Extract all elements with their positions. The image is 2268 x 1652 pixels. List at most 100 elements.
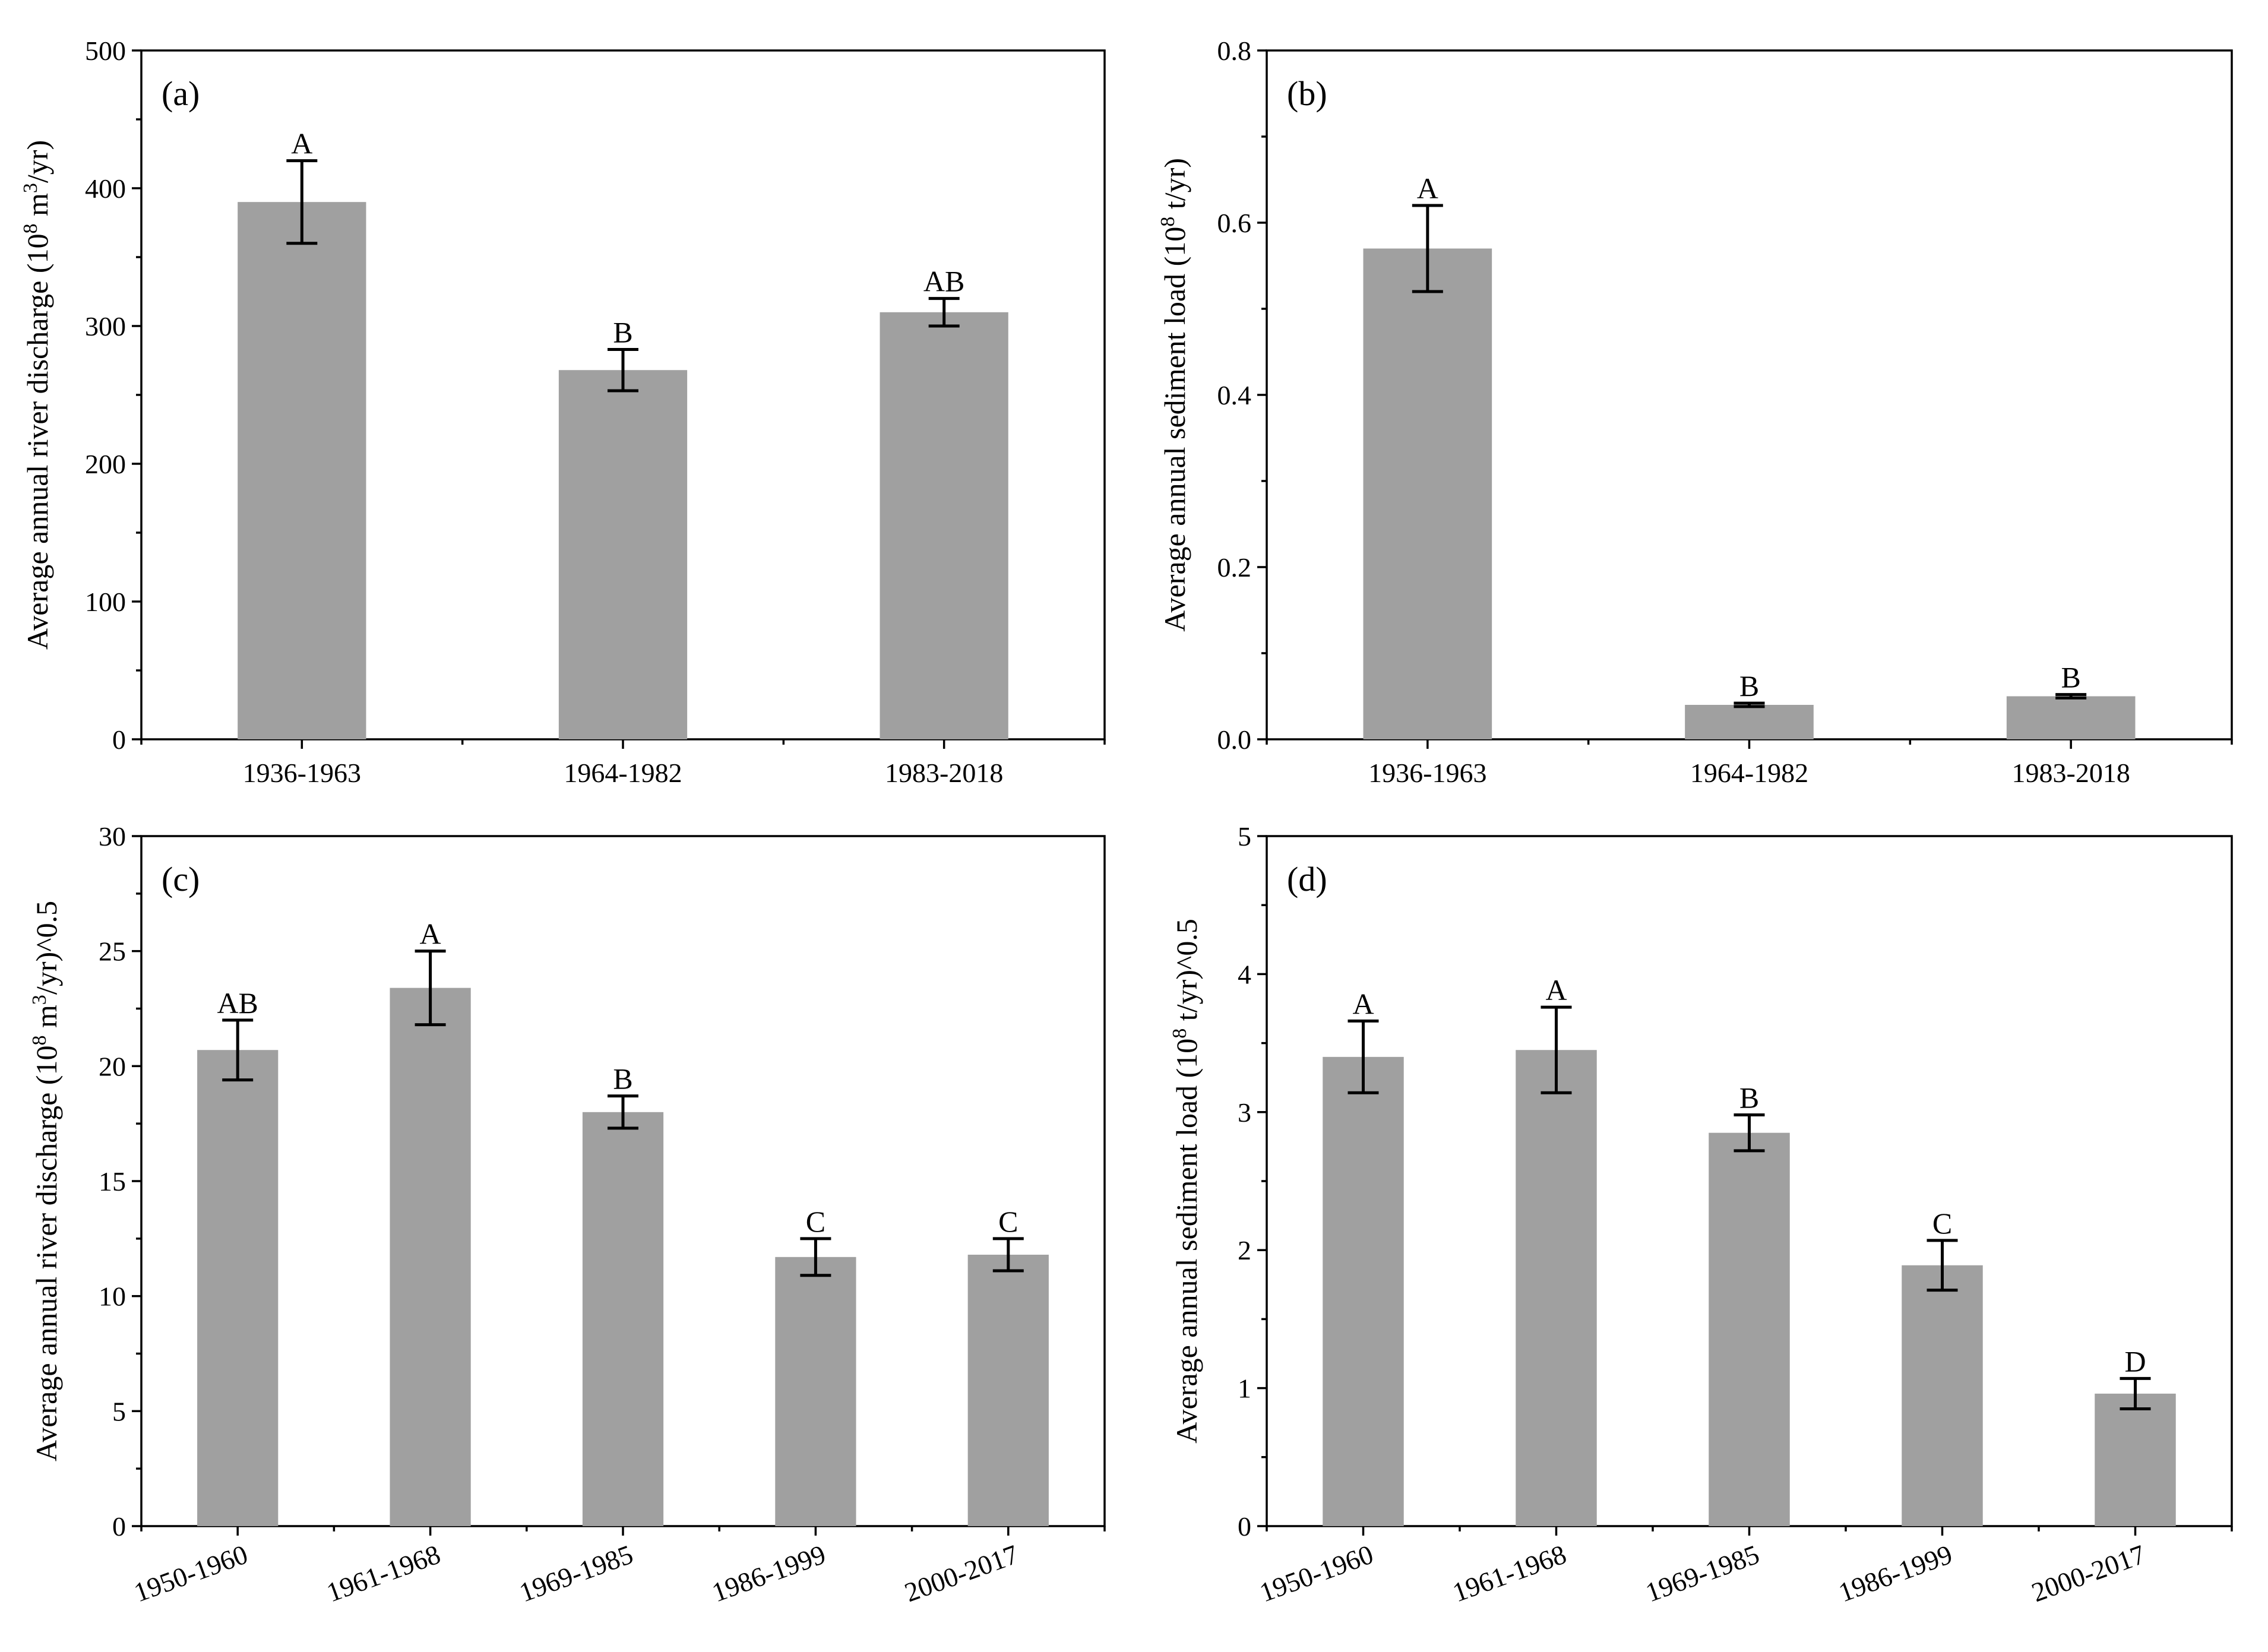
- x-tick-label: 1983-2018: [885, 758, 1003, 788]
- y-tick-label: 500: [85, 36, 126, 66]
- y-axis-title-part: m: [30, 1005, 63, 1036]
- y-axis-title-part: /yr)^0.5: [30, 901, 63, 995]
- y-axis-title-superscript: 8: [29, 1035, 50, 1045]
- y-tick-label: 100: [85, 587, 126, 617]
- y-axis-title-part: m: [21, 193, 54, 224]
- panel-label: (d): [1287, 860, 1327, 898]
- y-tick-label: 0.2: [1217, 552, 1252, 583]
- bar-1983-2018: [2006, 696, 2136, 739]
- y-tick-label: 300: [85, 311, 126, 341]
- y-tick-label: 1: [1238, 1373, 1251, 1404]
- panel-label: (b): [1287, 74, 1327, 113]
- bar-1986-1999: [775, 1257, 856, 1526]
- significance-label: A: [1545, 973, 1567, 1007]
- y-axis-title: Average annual river discharge (108 m3/y…: [20, 140, 54, 650]
- significance-label: A: [420, 917, 441, 951]
- x-tick-label: 1950-1960: [130, 1539, 252, 1607]
- x-tick-label: 1986-1999: [708, 1539, 830, 1607]
- y-tick-label: 2: [1238, 1235, 1251, 1265]
- y-axis-title-superscript: 8: [1157, 217, 1179, 227]
- y-tick-label: 3: [1238, 1097, 1251, 1128]
- significance-label: AB: [217, 986, 258, 1020]
- significance-label: AB: [923, 265, 964, 298]
- y-tick-label: 400: [85, 173, 126, 204]
- x-tick-label: 1969-1985: [1641, 1539, 1763, 1607]
- y-tick-label: 0: [112, 1511, 126, 1542]
- y-tick-label: 0: [112, 724, 126, 755]
- significance-label: A: [1352, 987, 1374, 1020]
- y-axis-title-superscript: 3: [29, 995, 50, 1005]
- y-tick-label: 20: [99, 1051, 126, 1081]
- bar-1950-1960: [1323, 1056, 1404, 1526]
- y-axis-title-part: Average annual sediment load (10: [1158, 227, 1191, 632]
- y-axis-title-superscript: 8: [20, 223, 42, 233]
- x-tick-label: 2000-2017: [900, 1539, 1022, 1607]
- y-axis-title: Average annual sediment load (108 t/yr)^…: [1169, 919, 1203, 1444]
- y-axis-title-part: Average annual river discharge (10: [21, 233, 54, 650]
- y-axis-title-superscript: 3: [20, 183, 42, 193]
- y-axis-title-part: t/yr)^0.5: [1170, 919, 1203, 1028]
- x-tick-label: 1983-2018: [2012, 758, 2130, 788]
- bar-1936-1963: [238, 202, 366, 739]
- x-tick-label: 1961-1968: [322, 1539, 444, 1607]
- y-axis-title-part: /yr): [21, 140, 54, 183]
- y-axis-title-part: Average annual river discharge (10: [30, 1045, 63, 1461]
- bar-1964-1982: [1685, 705, 1814, 739]
- y-tick-label: 0.6: [1217, 208, 1252, 238]
- bar-2000-2017: [967, 1254, 1049, 1526]
- x-tick-label: 1969-1985: [515, 1539, 637, 1607]
- y-tick-label: 5: [112, 1396, 126, 1426]
- x-tick-label: 2000-2017: [2027, 1539, 2149, 1607]
- significance-label: A: [1417, 172, 1438, 205]
- y-tick-label: 25: [99, 936, 126, 967]
- y-tick-label: 0.4: [1217, 380, 1252, 410]
- y-tick-label: 5: [1238, 821, 1251, 852]
- x-tick-label: 1936-1963: [243, 758, 361, 788]
- y-tick-label: 15: [99, 1166, 126, 1197]
- significance-label: A: [291, 127, 312, 160]
- panel-label: (a): [162, 74, 200, 113]
- significance-label: B: [1739, 1081, 1759, 1114]
- chart-panel-c: 0 5 10 15 20 25 30 Average annual river dischar…: [29, 821, 1106, 1608]
- bar-1961-1968: [390, 988, 471, 1526]
- y-axis-title: Average annual sediment load (108 t/yr): [1157, 158, 1191, 632]
- chart-panel-b: 0.0 0.2 0.4 0.6 0.8 Average annual sediment l…: [1157, 36, 2233, 788]
- y-tick-label: 30: [99, 821, 126, 852]
- panel-label: (c): [162, 860, 200, 898]
- bar-2000-2017: [2095, 1393, 2176, 1526]
- y-tick-label: 10: [99, 1281, 126, 1312]
- x-tick-label: 1950-1960: [1255, 1539, 1377, 1607]
- bar-1986-1999: [1902, 1265, 1983, 1526]
- significance-label: C: [806, 1205, 825, 1238]
- y-axis-title: Average annual river discharge (108 m3/y…: [29, 901, 63, 1461]
- y-tick-label: 0.8: [1217, 36, 1252, 66]
- y-tick-label: 0.0: [1217, 724, 1252, 755]
- significance-label: B: [1739, 669, 1759, 702]
- significance-label: B: [2061, 661, 2080, 694]
- x-tick-label: 1964-1982: [564, 758, 682, 788]
- x-tick-label: 1936-1963: [1368, 758, 1486, 788]
- x-tick-label: 1961-1968: [1448, 1539, 1570, 1607]
- significance-label: C: [1932, 1207, 1952, 1240]
- x-tick-label: 1986-1999: [1834, 1539, 1956, 1607]
- significance-label: B: [613, 315, 632, 349]
- significance-label: D: [2124, 1344, 2146, 1378]
- bar-1969-1985: [582, 1112, 664, 1526]
- y-tick-label: 200: [85, 449, 126, 479]
- bar-1950-1960: [197, 1050, 279, 1526]
- y-axis-title-part: t/yr): [1158, 158, 1191, 217]
- significance-label: B: [613, 1062, 632, 1096]
- y-axis-title-part: Average annual sediment load (10: [1170, 1039, 1203, 1444]
- significance-label: C: [998, 1205, 1018, 1238]
- bar-1983-2018: [880, 312, 1008, 739]
- y-tick-label: 0: [1238, 1511, 1251, 1542]
- y-tick-label: 4: [1238, 959, 1251, 989]
- y-axis-title-superscript: 8: [1169, 1028, 1191, 1039]
- bar-1961-1968: [1516, 1050, 1597, 1526]
- chart-panel-a: 0 100 200 300 400 500 Average annual river dis…: [20, 36, 1106, 788]
- bar-1969-1985: [1709, 1132, 1790, 1526]
- chart-panel-d: 0 1 2 3 4 5 Average annual sediment load (108 …: [1169, 821, 2233, 1608]
- bar-1936-1963: [1363, 248, 1492, 739]
- x-tick-label: 1964-1982: [1690, 758, 1808, 788]
